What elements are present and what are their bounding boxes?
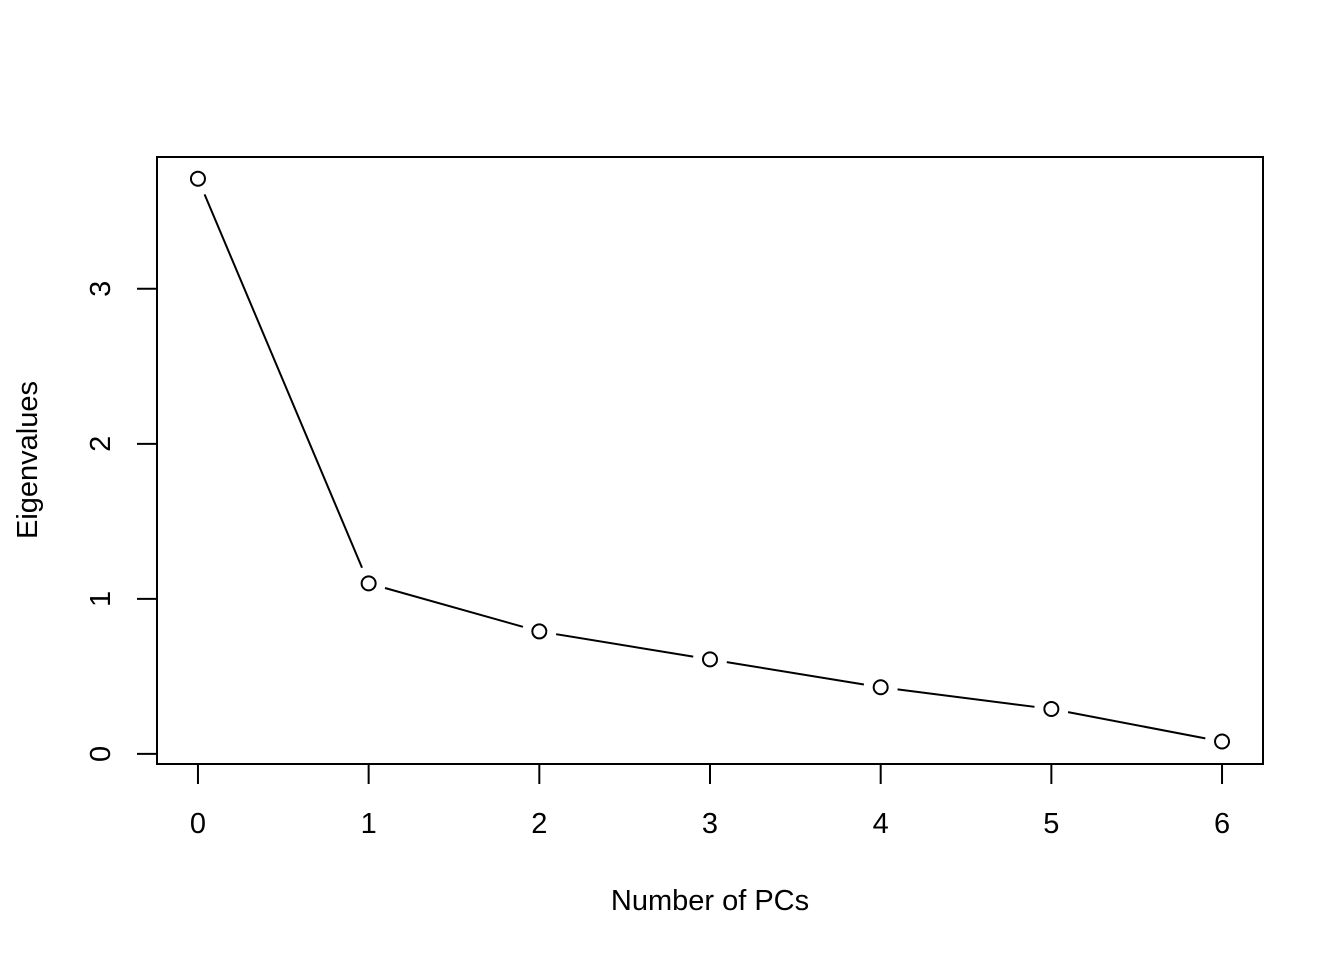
data-point-2 xyxy=(531,623,548,640)
data-point-5 xyxy=(1043,700,1060,717)
y-tick-label: 1 xyxy=(85,591,117,607)
x-tick-label: 3 xyxy=(702,808,718,840)
line-segment xyxy=(203,193,363,569)
line-segment xyxy=(726,661,865,686)
x-axis-title: Number of PCs xyxy=(611,885,809,917)
x-axis: 0 1 2 3 4 5 6 xyxy=(190,764,1230,840)
data-point-6 xyxy=(1214,733,1231,750)
y-axis-title: Eigenvalues xyxy=(12,381,44,539)
line-segment xyxy=(384,587,524,628)
y-axis: 0 1 2 3 xyxy=(85,281,157,762)
x-tick-label: 1 xyxy=(361,808,377,840)
x-tick-label: 4 xyxy=(873,808,889,840)
data-point-3 xyxy=(702,651,718,668)
y-tick-label: 3 xyxy=(85,281,117,297)
line-segment xyxy=(897,688,1035,708)
y-tick-label: 2 xyxy=(85,436,117,452)
data-point-0 xyxy=(189,170,206,187)
line-segment xyxy=(1067,711,1206,740)
x-tick-label: 0 xyxy=(190,808,206,840)
line-segment xyxy=(555,633,694,658)
y-tick-label: 0 xyxy=(85,746,117,762)
x-tick-label: 6 xyxy=(1214,808,1230,840)
x-tick-label: 5 xyxy=(1043,808,1059,840)
x-tick-label: 2 xyxy=(531,808,547,840)
data-point-1 xyxy=(360,575,377,592)
series-line xyxy=(203,193,1206,740)
plot-frame xyxy=(156,156,1264,765)
data-point-4 xyxy=(872,679,889,696)
series-points xyxy=(189,170,1231,750)
